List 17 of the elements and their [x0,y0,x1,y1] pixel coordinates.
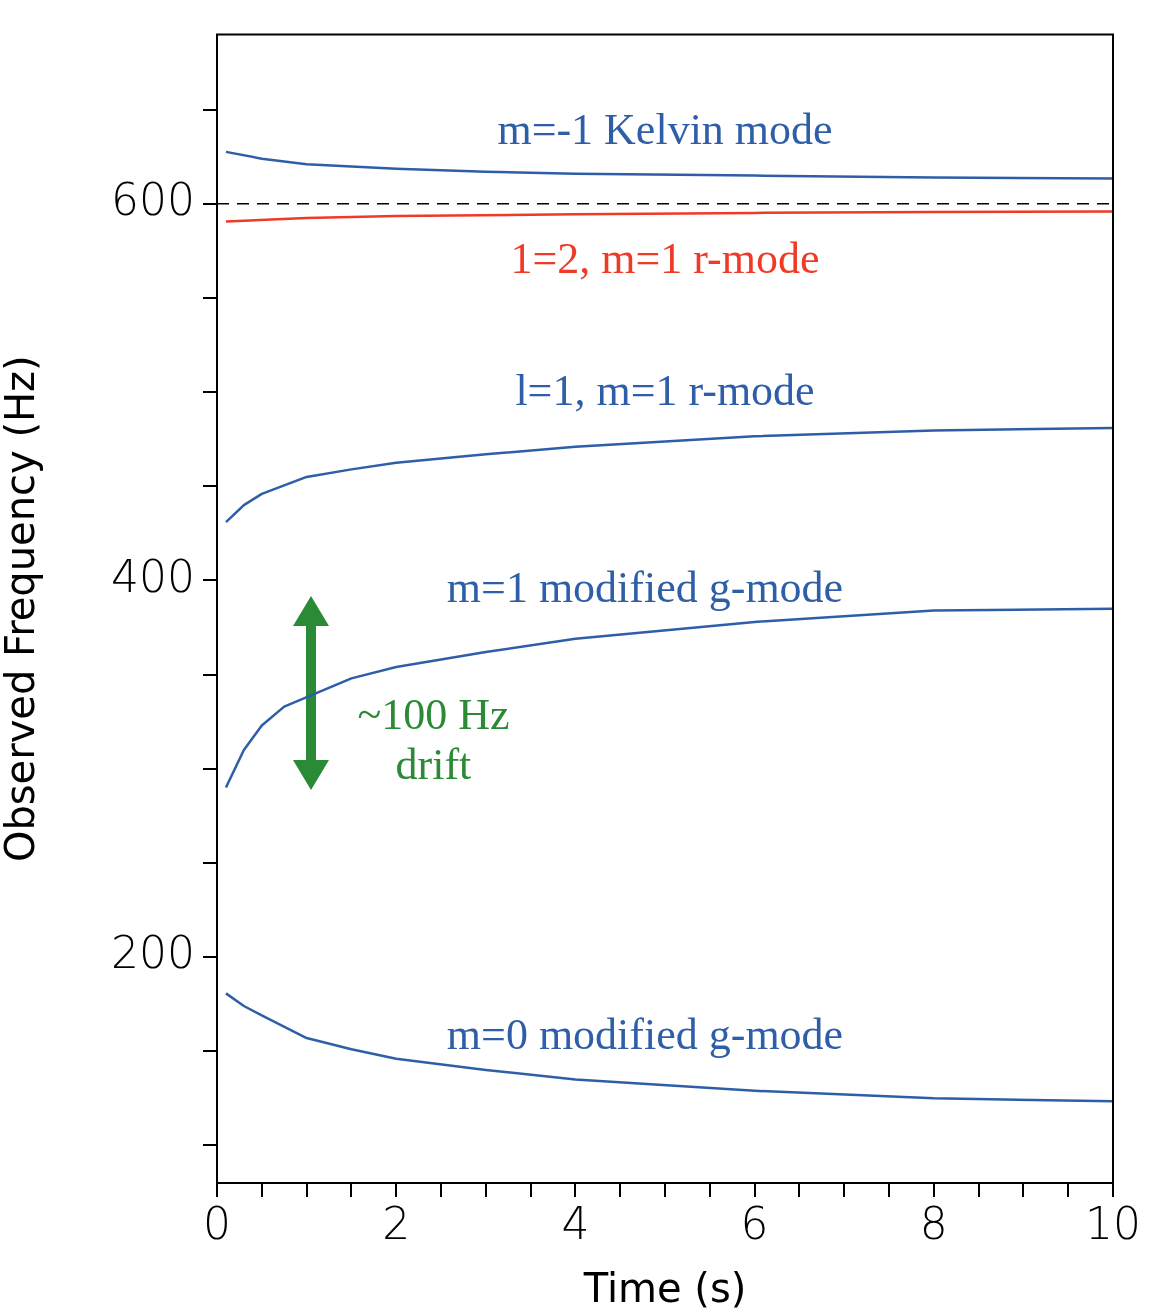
series-label: l=1, m=1 r-mode [515,366,815,416]
series-label: m=0 modified g-mode [446,1009,844,1059]
y-tick-label: 200 [111,927,195,979]
annotation: ~100 Hz drift [356,689,511,790]
x-tick-label: 0 [203,1197,231,1249]
x-tick-label: 2 [382,1197,411,1249]
x-tick-label: 10 [1085,1197,1141,1249]
y-axis-title: Observed Frequency (Hz) [0,355,44,863]
y-tick-label: 400 [111,550,195,602]
x-tick-label: 4 [561,1197,590,1249]
x-tick-label: 8 [919,1197,948,1249]
series-label: 1=2, m=1 r-mode [510,234,820,284]
x-axis-title: Time (s) [582,1265,747,1312]
series-label: m=1 modified g-mode [446,562,844,612]
y-tick-label: 600 [111,174,195,226]
x-tick-label: 6 [740,1197,769,1249]
series-label: m=-1 Kelvin mode [497,105,833,155]
